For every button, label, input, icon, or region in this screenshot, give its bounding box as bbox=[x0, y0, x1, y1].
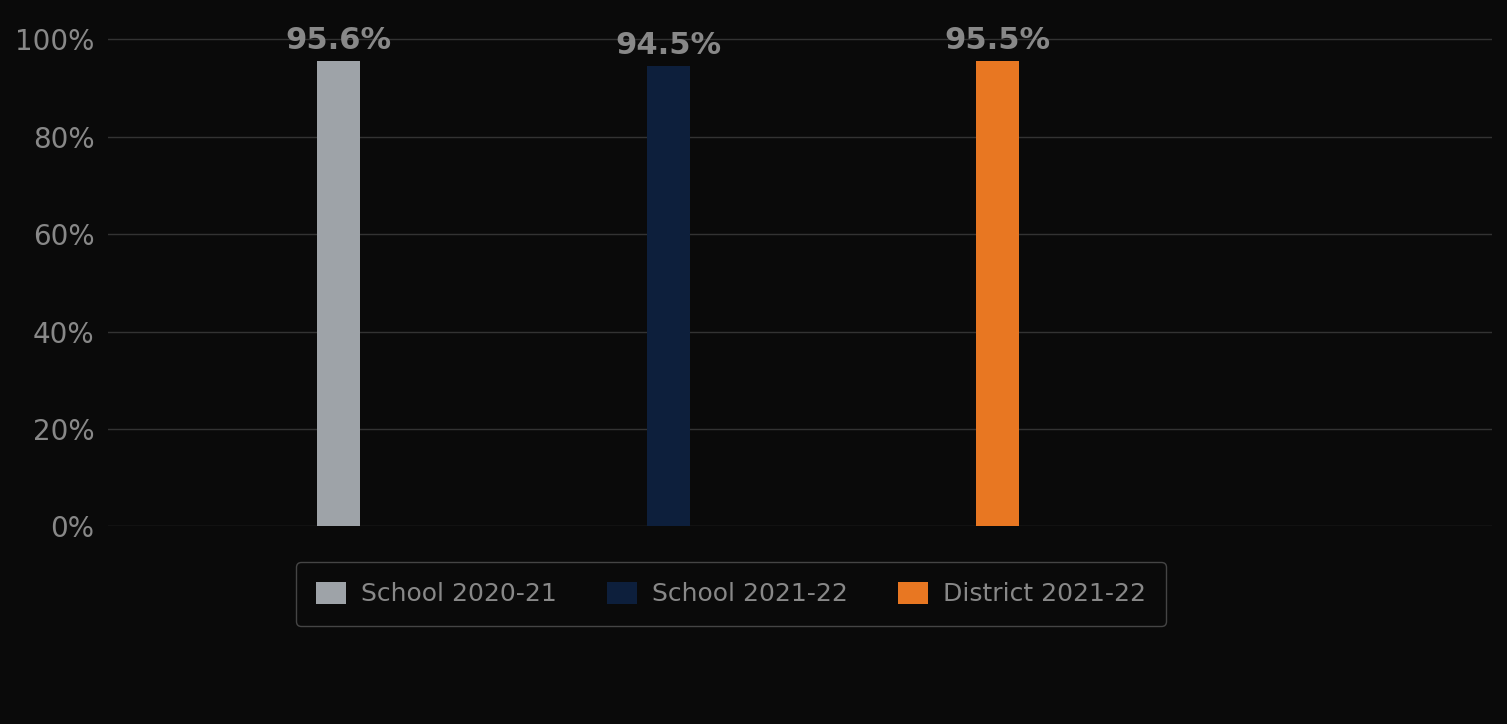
Legend: School 2020-21, School 2021-22, District 2021-22: School 2020-21, School 2021-22, District… bbox=[297, 562, 1166, 626]
Text: 94.5%: 94.5% bbox=[615, 31, 722, 60]
Text: 95.6%: 95.6% bbox=[286, 26, 392, 55]
Text: 95.5%: 95.5% bbox=[945, 27, 1050, 56]
Bar bbox=[647, 66, 690, 526]
Bar bbox=[318, 61, 360, 526]
Bar bbox=[977, 62, 1019, 526]
